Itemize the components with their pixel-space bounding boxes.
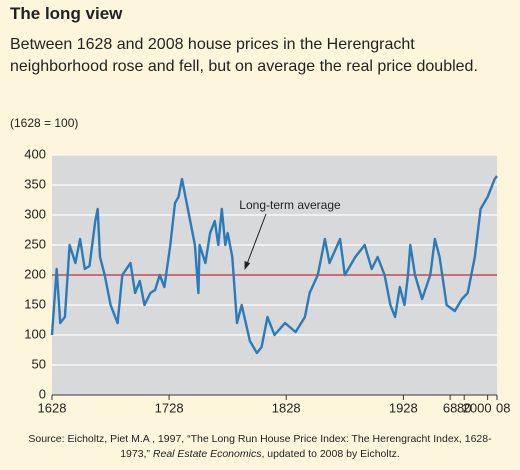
source-journal: Real Estate Economics (152, 448, 262, 460)
x-tick-label: 68 (443, 400, 457, 415)
y-tick-label: 400 (24, 146, 46, 161)
x-tick-label: 1628 (38, 400, 67, 415)
y-tick-label: 300 (24, 206, 46, 221)
arrow-head (244, 261, 251, 270)
y-tick-label: 350 (24, 176, 46, 191)
y-tick-label: 100 (24, 326, 46, 341)
y-tick-label: 250 (24, 236, 46, 251)
chart-title: The long view (10, 4, 123, 23)
y-tick-label: 150 (24, 296, 46, 311)
average-label: Long-term average (239, 198, 341, 212)
chart-subtitle: Between 1628 and 2008 house prices in th… (10, 36, 478, 75)
y-tick-label: 200 (24, 266, 46, 281)
source-note: Source: Eicholtz, Piet M.A , 1997, “The … (20, 432, 500, 462)
x-tick-label: 1828 (272, 400, 301, 415)
annotation-arrow (246, 213, 267, 265)
x-tick-label: 80 (457, 400, 471, 415)
x-tick-label: 08 (496, 400, 510, 415)
x-tick-label: 1728 (155, 400, 184, 415)
x-tick-label: 2000 (463, 400, 492, 415)
unit-note: (1628 = 100) (10, 116, 79, 130)
y-tick-label: 0 (39, 386, 46, 401)
series-line (50, 175, 498, 355)
x-tick-label: 1928 (389, 400, 418, 415)
source-text: , updated to 2008 by Eicholtz. (261, 448, 400, 460)
y-tick-label: 50 (32, 356, 46, 371)
source-text: Source: Eicholtz, Piet M.A , 1997, “The … (28, 433, 492, 460)
